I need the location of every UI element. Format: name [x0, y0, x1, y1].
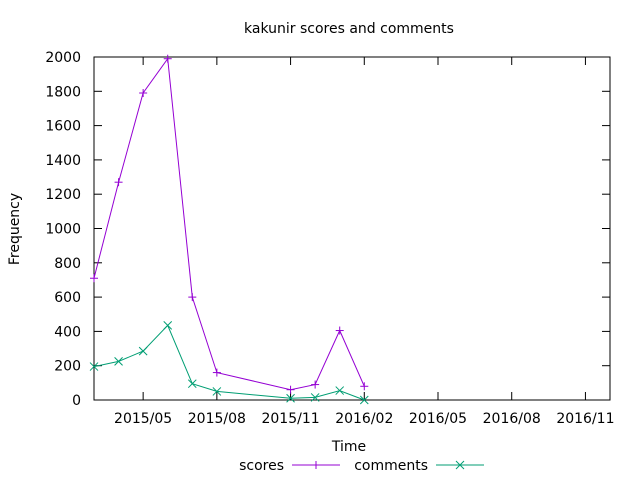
x-tick-label: 2015/05 [114, 411, 172, 427]
data-point-scores [311, 380, 320, 389]
data-point-scores [360, 382, 369, 391]
data-point-scores [286, 385, 295, 394]
data-point-comments [187, 379, 197, 389]
series-layer [89, 54, 369, 405]
y-tick-label: 1400 [45, 153, 81, 169]
data-point-comments [89, 362, 99, 371]
data-point-comments [114, 357, 123, 366]
y-tick-label: 400 [54, 324, 81, 340]
data-point-comments [212, 387, 222, 396]
series-line-comments [93, 324, 365, 401]
data-point-comments [286, 393, 295, 403]
y-tick-label: 2000 [45, 50, 81, 66]
x-axis-label: Time [331, 439, 366, 455]
y-tick-label: 1600 [45, 119, 81, 135]
legend-label-comments: comments [354, 458, 428, 474]
legend-marker-scores [312, 461, 320, 469]
y-tick-label: 600 [54, 290, 81, 306]
y-tick-label: 1200 [45, 187, 81, 203]
x-axis: 2015/05 2015/08 2015/11 2016/02 2016/05 2016/… [114, 57, 615, 427]
y-tick-label: 200 [54, 359, 81, 375]
legend: scores comments [239, 458, 484, 474]
data-point-comments [138, 346, 148, 356]
series-line-scores [93, 57, 365, 391]
data-point-comments [335, 386, 345, 395]
data-point-comments [163, 321, 173, 330]
legend-marker-comments [455, 460, 465, 470]
data-point-scores [139, 89, 148, 98]
y-tick-label: 1800 [45, 84, 81, 100]
x-tick-label: 2015/11 [261, 411, 319, 427]
data-point-comments [310, 393, 320, 402]
x-tick-label: 2016/08 [483, 411, 541, 427]
data-point-scores [188, 293, 197, 302]
x-tick-label: 2016/02 [335, 411, 393, 427]
plot-frame [93, 56, 611, 401]
data-point-scores [163, 54, 172, 63]
y-tick-label: 1000 [45, 222, 81, 238]
y-tick-label: 0 [72, 393, 81, 409]
x-tick-label: 2016/05 [409, 411, 467, 427]
x-tick-label: 2016/11 [556, 411, 614, 427]
data-point-comments [359, 395, 369, 405]
y-axis: 0 200 400 600 800 1000 1200 1400 1600 1800 2000 [45, 50, 610, 409]
data-point-scores [335, 326, 344, 335]
chart-title: kakunir scores and comments [244, 21, 454, 37]
data-point-scores [212, 368, 221, 377]
data-point-scores [114, 178, 123, 187]
y-axis-label: Frequency [7, 193, 23, 265]
y-tick-label: 800 [54, 256, 81, 272]
x-tick-label: 2015/08 [188, 411, 246, 427]
data-point-scores [90, 274, 98, 283]
legend-label-scores: scores [239, 458, 284, 474]
